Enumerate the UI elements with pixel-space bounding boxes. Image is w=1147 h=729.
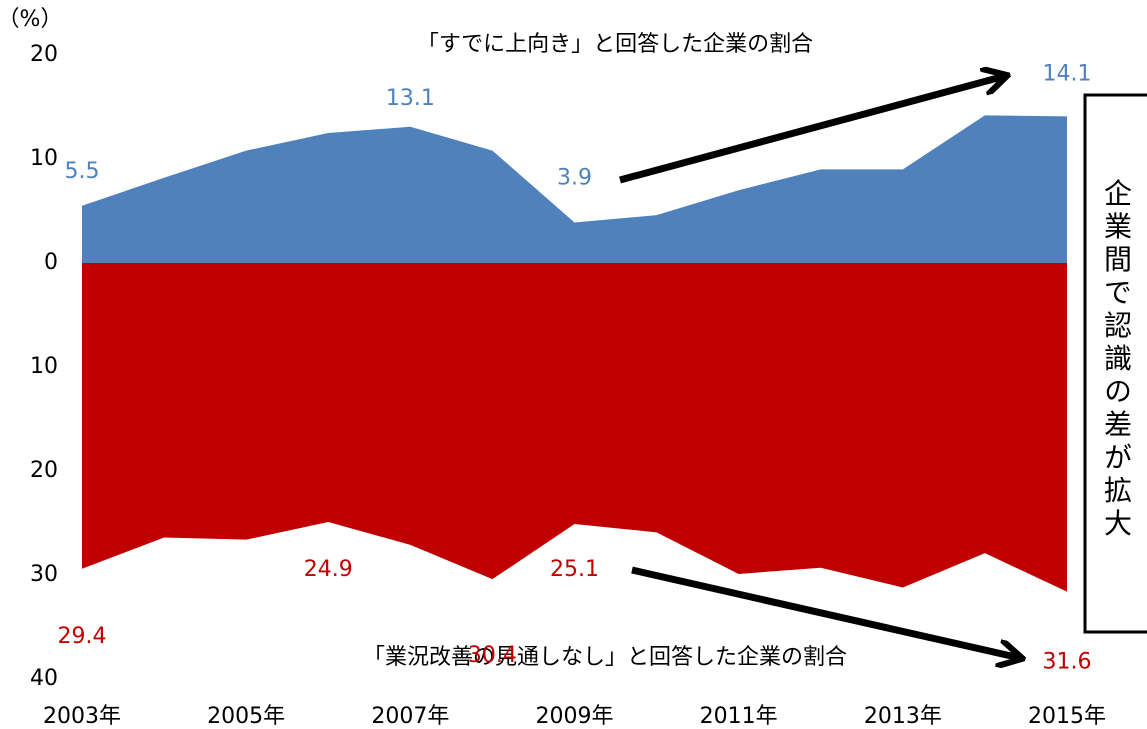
- data-label: 30.4: [468, 643, 517, 668]
- x-tick-label: 2005年: [207, 704, 285, 729]
- data-label: 29.4: [58, 624, 107, 649]
- data-label: 25.1: [550, 557, 599, 582]
- area: [82, 115, 1067, 263]
- y-tick-label: 10: [30, 146, 58, 171]
- x-tick-label: 2003年: [43, 704, 121, 729]
- arrow: [619, 76, 1005, 184]
- x-tick-label: 2013年: [864, 704, 942, 729]
- y-tick-label: 30: [30, 562, 58, 587]
- arrow: [631, 566, 1020, 658]
- data-label: 3.9: [557, 165, 592, 190]
- annotation: 「業況改善の見通しなし」と回答した企業の割合: [363, 645, 847, 670]
- y-tick-label: 0: [44, 250, 58, 275]
- annotation-box: [1083, 93, 1147, 634]
- x-tick-label: 2015年: [1028, 704, 1106, 729]
- plot-area: [82, 115, 1067, 592]
- data-label: 24.9: [304, 557, 353, 582]
- chart-title: 「すでに上向き」と回答した企業の割合: [417, 32, 813, 57]
- y-tick-label: 10: [30, 354, 58, 379]
- data-label: 31.6: [1043, 650, 1092, 675]
- data-label: 5.5: [65, 159, 100, 184]
- x-tick-label: 2007年: [371, 704, 449, 729]
- y-tick-label: 40: [30, 666, 58, 691]
- y-tick-label: 20: [30, 42, 58, 67]
- x-tick-label: 2011年: [700, 704, 778, 729]
- x-tick-label: 2009年: [536, 704, 614, 729]
- annotation: 企業間で認識の差が拡大: [1100, 178, 1133, 541]
- data-label: 14.1: [1043, 61, 1092, 86]
- y-tick-label: 20: [30, 458, 58, 483]
- area: [82, 263, 1067, 592]
- data-label: 13.1: [386, 86, 435, 111]
- y-axis-unit: （%）: [0, 7, 62, 32]
